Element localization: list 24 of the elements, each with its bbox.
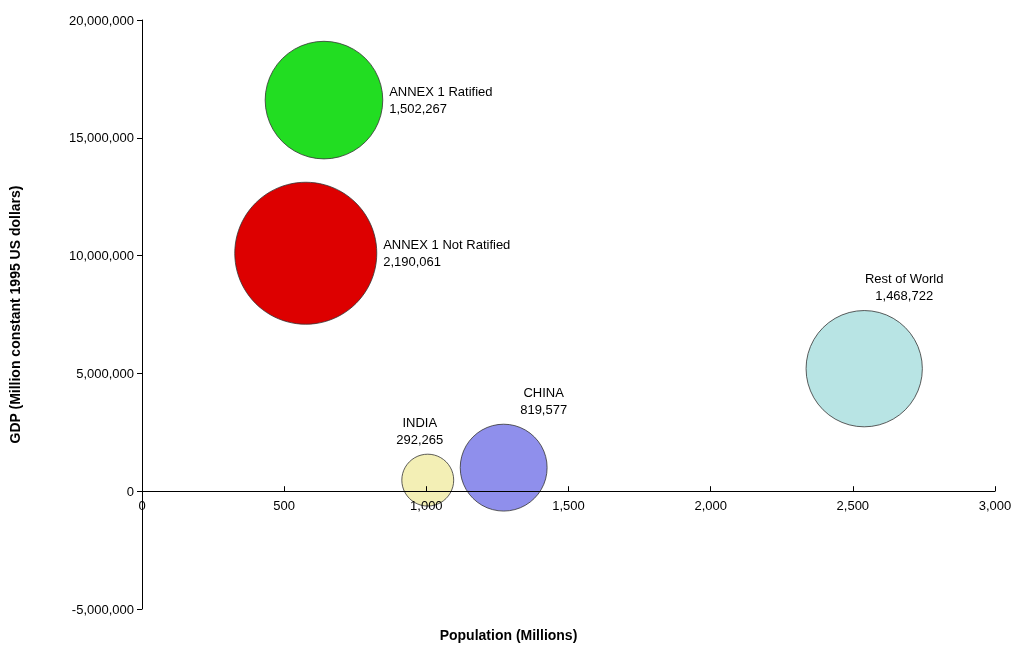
x-axis-title: Population (Millions)	[439, 627, 578, 643]
data-label: 2,190,061	[383, 254, 442, 270]
series-label: INDIA	[402, 414, 438, 430]
data-label: 1,468,722	[875, 288, 934, 304]
x-tick-label: 1,500	[552, 498, 585, 514]
y-tick-label: 10,000,000	[68, 248, 134, 264]
data-label: 819,577	[520, 401, 568, 417]
x-tick-label: 2,000	[694, 498, 727, 514]
y-tick-label: 15,000,000	[68, 130, 134, 146]
data-label: 292,265	[396, 431, 444, 447]
data-label: 1,502,267	[389, 101, 448, 117]
y-tick-label: 5,000,000	[76, 365, 134, 381]
x-tick-label: 3,000	[978, 498, 1012, 514]
x-tick-label: 500	[273, 498, 296, 514]
x-tick-label: 1,000	[410, 498, 443, 514]
y-tick-label: 20,000,000	[68, 12, 134, 28]
y-axis-title: GDP (Million constant 1995 US dollars)	[7, 185, 23, 444]
series-label: ANNEX 1 Ratified	[389, 84, 493, 100]
x-tick-label: 2,500	[836, 498, 870, 514]
text: CHINA	[523, 384, 565, 400]
series-label: Rest of World	[864, 271, 944, 287]
y-tick-label: 0	[126, 483, 134, 499]
y-tick-label: -5,000,000	[71, 601, 134, 617]
series-label: ANNEX 1 Not Ratified	[383, 237, 511, 253]
